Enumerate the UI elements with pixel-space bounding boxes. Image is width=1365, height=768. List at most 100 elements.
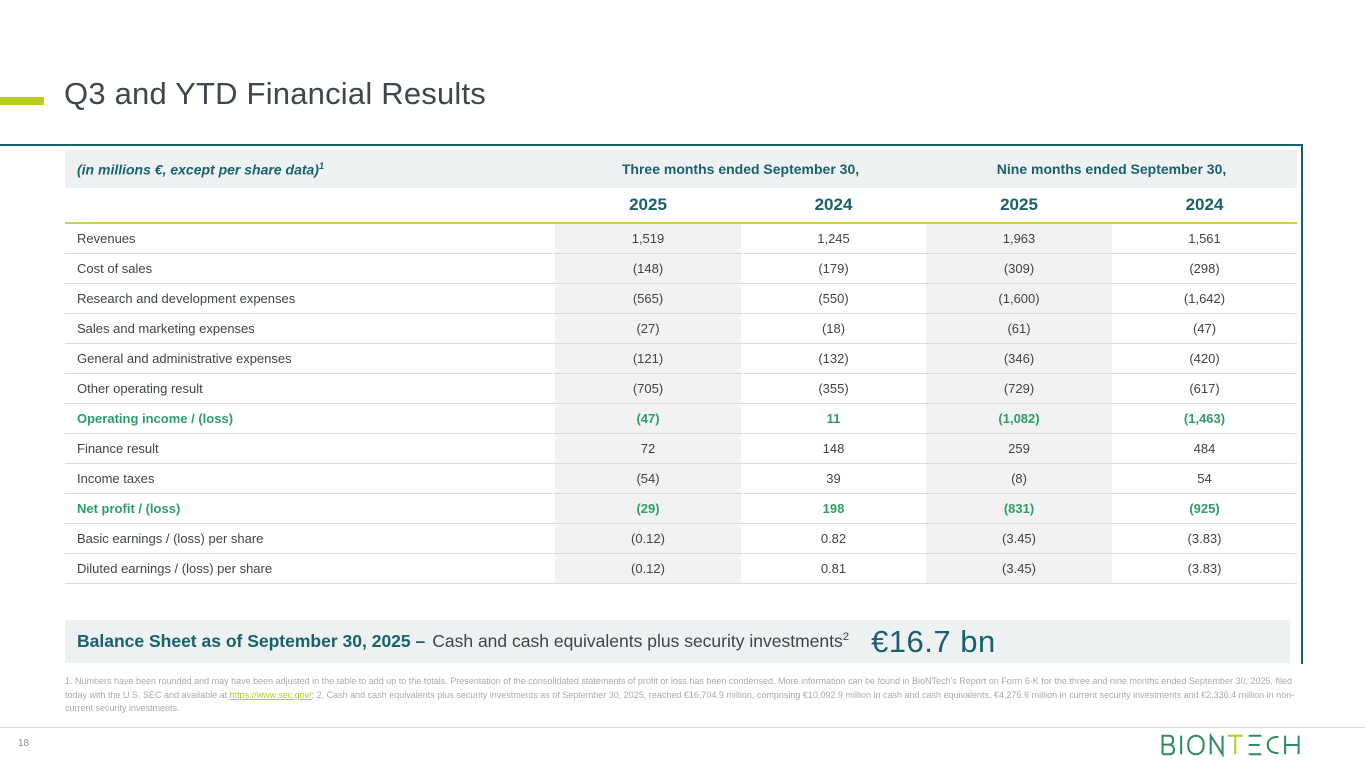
row-label: Operating income / (loss) [65,403,555,434]
table-row: Cost of sales (148) (179) (309) (298) [65,253,1298,284]
logo-letters-green [1161,733,1300,757]
unit-label: (in millions €, except per share data)1 [65,150,555,188]
row-value: (47) [1112,313,1298,344]
row-value: (3.83) [1112,523,1298,554]
row-value: (179) [741,253,927,284]
table-row: Revenues 1,519 1,245 1,963 1,561 [65,223,1298,254]
row-label: Diluted earnings / (loss) per share [65,553,555,584]
row-label: Net profit / (loss) [65,493,555,524]
footnote-part1: 1. Numbers have been rounded and may hav… [65,676,1292,700]
table-row: Research and development expenses (565) (5… [65,283,1298,314]
row-value: (132) [741,343,927,374]
row-value: 148 [741,433,927,464]
table-row: General and administrative expenses (121)… [65,343,1298,374]
unit-label-text: (in millions €, except per share data) [77,161,319,178]
row-value: 0.81 [741,553,927,584]
page-title: Q3 and YTD Financial Results [64,76,486,111]
row-value: (1,600) [926,283,1113,314]
row-label: Revenues [65,223,555,254]
balance-sheet-sup: 2 [842,631,850,644]
row-label: General and administrative expenses [65,343,555,374]
row-value: (1,082) [926,403,1113,434]
row-value: (0.12) [555,523,741,554]
row-value: (1,642) [1112,283,1298,314]
column-group-ytd: Nine months ended September 30, [926,150,1298,188]
row-label: Income taxes [65,463,555,494]
footnotes: 1. Numbers have been rounded and may hav… [65,675,1305,716]
row-value: (565) [555,283,741,314]
row-value: 1,561 [1112,223,1298,254]
row-value: (355) [741,373,927,404]
logo-letter-t-lime [1227,734,1243,755]
row-value: (831) [926,493,1113,524]
row-value: (61) [926,313,1113,344]
row-value: (729) [926,373,1113,404]
year-ytd-2025: 2025 [926,188,1113,224]
row-value: 259 [926,433,1113,464]
row-value: (148) [555,253,741,284]
row-label: Basic earnings / (loss) per share [65,523,555,554]
row-value: (3.45) [926,523,1113,554]
row-value: (27) [555,313,741,344]
row-label: Other operating result [65,373,555,404]
row-value: (3.45) [926,553,1113,584]
page-number: 18 [18,738,30,749]
row-value: (346) [926,343,1113,374]
row-value: (3.83) [1112,553,1298,584]
year-q3-2025: 2025 [555,188,741,224]
table-row: Basic earnings / (loss) per share (0.12) 0… [65,523,1298,554]
unit-label-sup: 1 [318,160,325,171]
row-value: 0.82 [741,523,927,554]
row-value: (54) [555,463,741,494]
row-value: (550) [741,283,927,314]
year-spacer [65,188,555,224]
financial-table: (in millions €, except per share data)1 … [65,150,1298,584]
table-row: Finance result 72 148 259 484 [65,433,1298,464]
row-value: (1,463) [1112,403,1298,434]
biontech-logo [1161,733,1300,757]
row-value: 72 [555,433,741,464]
row-value: 54 [1112,463,1298,494]
year-q3-2024: 2024 [741,188,927,224]
balance-sheet-callout: Balance Sheet as of September 30, 2025 –… [65,620,1290,663]
table-row: Net profit / (loss) (29) 198 (831) (925) [65,493,1298,524]
row-value: (18) [741,313,927,344]
balance-sheet-title: Balance Sheet as of September 30, 2025 – [77,631,426,651]
balance-sheet-value: €16.7 bn [871,623,996,659]
row-value: 1,963 [926,223,1113,254]
year-header-row: 2025 2024 2025 2024 [65,188,1298,224]
row-label: Research and development expenses [65,283,555,314]
table-body: Revenues 1,519 1,245 1,963 1,561 Cost of sale… [65,223,1298,584]
title-accent-bar [0,97,44,105]
row-value: 484 [1112,433,1298,464]
row-value: (29) [555,493,741,524]
footnote-part2: ; 2. Cash and cash equivalents plus secu… [65,689,1295,714]
table-row: Diluted earnings / (loss) per share (0.12… [65,553,1298,584]
table-row: Other operating result (705) (355) (729) (61… [65,373,1298,404]
row-value: 1,519 [555,223,741,254]
table-header-row: (in millions €, except per share data)1 … [65,150,1298,188]
balance-sheet-text: Cash and cash equivalents plus security … [432,631,849,652]
year-ytd-2024: 2024 [1112,188,1298,224]
sec-link[interactable]: https://www.sec.gov/ [229,689,312,700]
row-value: (8) [926,463,1113,494]
row-value: 198 [741,493,927,524]
row-value: (925) [1112,493,1298,524]
balance-sheet-text-main: Cash and cash equivalents plus security … [432,631,843,651]
row-value: (47) [555,403,741,434]
row-value: 11 [741,403,927,434]
footer-divider [0,727,1365,728]
row-label: Cost of sales [65,253,555,284]
row-value: (420) [1112,343,1298,374]
top-divider [0,144,1303,146]
table-row: Operating income / (loss) (47) 11 (1,082) (1… [65,403,1298,434]
row-value: 1,245 [741,223,927,254]
row-value: 39 [741,463,927,494]
row-label: Finance result [65,433,555,464]
column-group-q3: Three months ended September 30, [555,150,927,188]
table-row: Income taxes (54) 39 (8) 54 [65,463,1298,494]
row-value: (617) [1112,373,1298,404]
right-divider [1301,144,1303,664]
row-value: (121) [555,343,741,374]
